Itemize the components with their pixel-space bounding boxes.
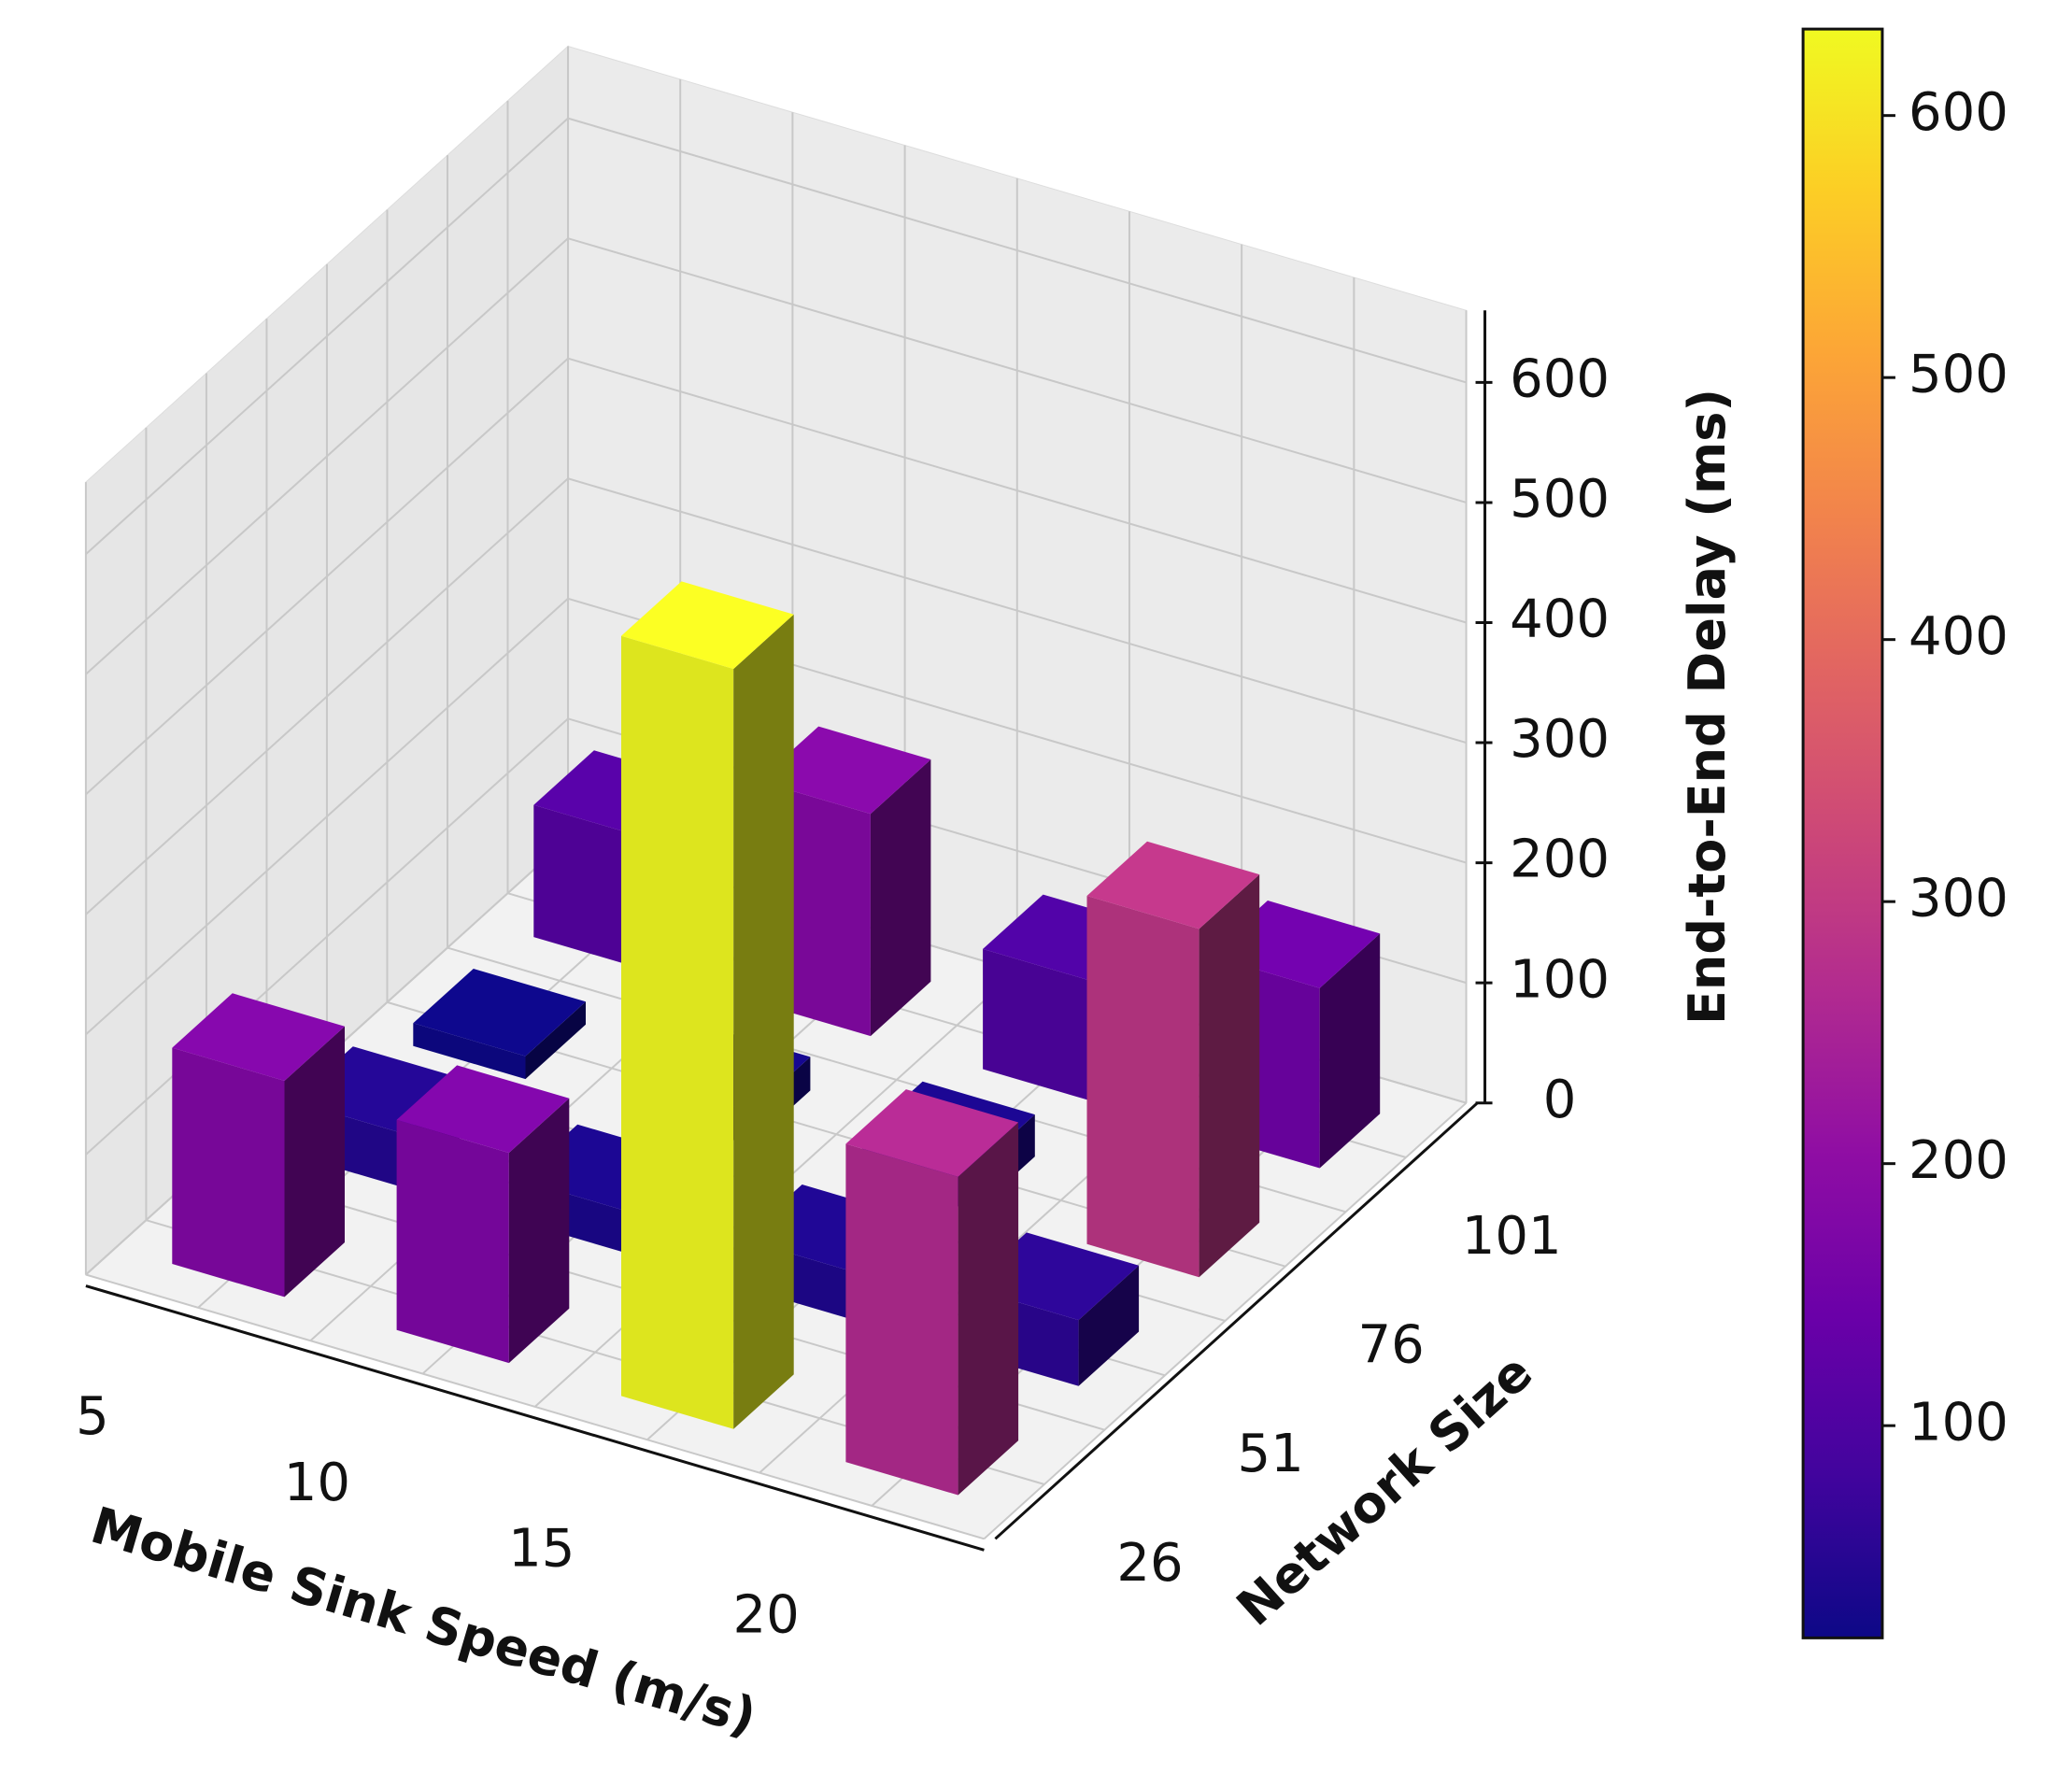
bar-top xyxy=(172,993,345,1081)
z-tick-label: 300 xyxy=(1510,709,1610,770)
bar-side xyxy=(525,1001,586,1080)
y-tick-label: 76 xyxy=(1357,1314,1424,1375)
grid-line xyxy=(85,477,569,915)
bar-front xyxy=(396,1119,509,1364)
bar-top xyxy=(1086,841,1260,929)
grid-line xyxy=(85,598,569,1036)
grid-line xyxy=(567,237,1467,504)
bar-side xyxy=(1319,933,1381,1169)
grid-line xyxy=(983,1101,1468,1540)
bar-top xyxy=(758,726,931,815)
grid-line xyxy=(85,357,569,796)
bar-front xyxy=(533,804,646,971)
x-tick-label: 10 xyxy=(284,1453,350,1513)
bar-side xyxy=(508,1098,570,1364)
colorbar-tick-label: 100 xyxy=(1909,1392,2008,1453)
y-tick-label: 51 xyxy=(1237,1424,1303,1484)
z-tick-label: 500 xyxy=(1510,469,1610,530)
bar-side xyxy=(284,1026,345,1298)
grid-line xyxy=(567,117,1467,384)
x-tick-label: 15 xyxy=(508,1519,575,1580)
z-tick-label: 400 xyxy=(1510,589,1610,650)
bar-side xyxy=(1078,1265,1140,1386)
grid-line xyxy=(567,357,1467,624)
y-axis-label: Network Size xyxy=(1226,1342,1543,1637)
bar-side xyxy=(958,1122,1019,1496)
bar-front xyxy=(1086,896,1199,1278)
z-tick-label: 200 xyxy=(1510,830,1610,890)
colorbar-tick-label: 300 xyxy=(1909,868,2008,929)
bar-front xyxy=(172,1047,285,1298)
bar-front xyxy=(845,1143,958,1496)
bar-top xyxy=(621,581,794,670)
grid-line xyxy=(85,717,569,1156)
bar-top xyxy=(396,1065,570,1154)
y-tick-label: 101 xyxy=(1462,1206,1562,1267)
x-axis-label: Mobile Sink Speed (m/s) xyxy=(85,1496,763,1747)
colorbar-tick-label: 600 xyxy=(1909,82,2008,143)
grid-line xyxy=(85,1273,985,1540)
bar-side xyxy=(733,614,794,1429)
grid-line xyxy=(85,237,569,675)
bar-top xyxy=(413,969,586,1057)
colorbar xyxy=(1801,27,1884,1639)
colorbar-tick-label: 400 xyxy=(1909,606,2008,667)
x-tick-label: 5 xyxy=(76,1386,109,1447)
bar-side xyxy=(1199,874,1260,1278)
colorbar-tick-label: 500 xyxy=(1909,344,2008,404)
x-tick-label: 20 xyxy=(732,1584,799,1645)
x-axis xyxy=(85,1284,985,1552)
bar-top xyxy=(845,1089,1019,1177)
z-tick-label: 100 xyxy=(1510,949,1610,1010)
z-tick-label: 600 xyxy=(1510,349,1610,410)
y-axis xyxy=(994,1101,1479,1540)
bar-front xyxy=(413,1023,526,1080)
bar-front xyxy=(621,635,734,1429)
grid-line xyxy=(567,477,1467,745)
bar-side xyxy=(870,759,931,1037)
z-axis-label: End-to-End Delay (ms) xyxy=(1678,389,1737,1025)
y-tick-label: 26 xyxy=(1116,1533,1183,1594)
grid-line xyxy=(85,117,569,555)
z-tick-label: 0 xyxy=(1543,1070,1577,1130)
colorbar-tick-label: 200 xyxy=(1909,1130,2008,1191)
bar-front xyxy=(983,948,1096,1102)
